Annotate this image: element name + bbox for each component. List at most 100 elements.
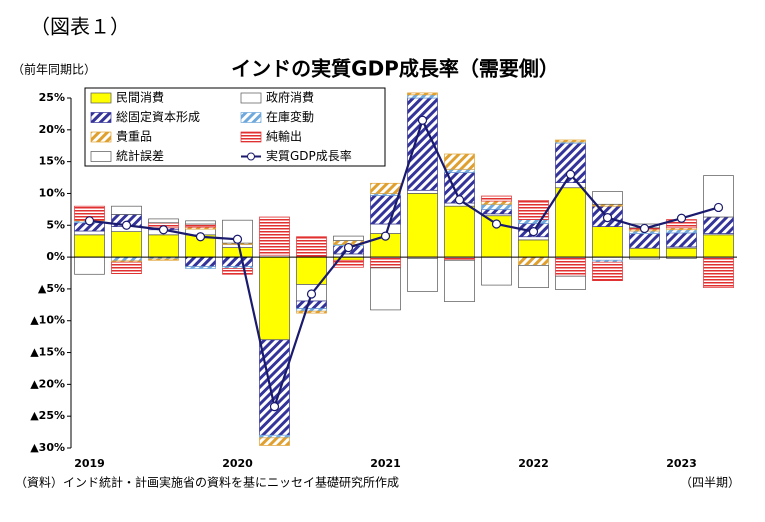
bar-segment (148, 218, 179, 224)
bar-segment (444, 168, 475, 173)
line (89, 117, 719, 411)
bar-segment (222, 268, 253, 275)
bar-segment (444, 259, 475, 302)
bar-segment (259, 339, 290, 436)
bar-segment (111, 205, 142, 215)
bar-segment (222, 256, 253, 267)
bar-segment (481, 209, 512, 215)
legend-label: 貴重品 (116, 130, 152, 144)
bar-segment (407, 94, 438, 99)
bar-segment (444, 153, 475, 170)
y-tick-label: ▲10% (30, 314, 65, 327)
bar-segment (222, 244, 253, 248)
y-tick-label: 10% (39, 186, 65, 199)
line-point (602, 213, 613, 223)
y-axis-label: （前年同期比） (12, 62, 96, 77)
bar-segment (185, 256, 216, 267)
legend-swatch (90, 151, 112, 162)
legend-swatch (247, 152, 255, 161)
y-tick-label: 0% (46, 250, 65, 263)
bar-segment (592, 261, 623, 281)
line-point (343, 242, 354, 253)
bar-segment (444, 205, 475, 258)
figure-label: （図表１） (30, 15, 130, 39)
line-point (121, 220, 132, 230)
bar-segment (74, 256, 105, 275)
y-tick-label: ▲25% (30, 409, 65, 422)
x-tick-label: 2022 (518, 457, 549, 470)
bar-segment (74, 234, 105, 258)
y-tick-label: 5% (46, 218, 65, 231)
legend-swatch (240, 131, 262, 143)
bar-segment (148, 258, 179, 261)
legend-label: 民間消費 (116, 90, 164, 105)
y-tick-label: ▲30% (30, 441, 65, 454)
bar-segment (222, 247, 253, 258)
bar-segment (481, 203, 512, 210)
bar-segment (407, 189, 438, 194)
bar-segment (296, 236, 327, 258)
bar-segment (370, 195, 401, 225)
bar-segment (518, 239, 549, 258)
bar-segment (629, 233, 660, 249)
bar-segment (259, 437, 290, 446)
bar-segment (296, 310, 327, 314)
bar-segment (666, 247, 697, 258)
line-point (306, 289, 317, 299)
legend-swatch (240, 92, 262, 104)
bar-segment (185, 266, 216, 269)
legend-swatch (90, 112, 112, 123)
y-tick-label: 25% (39, 91, 65, 104)
line-point (491, 219, 502, 229)
bar-segment (407, 258, 438, 292)
bar-segment (703, 256, 734, 288)
line-point (713, 202, 724, 213)
bar-segment (296, 300, 327, 309)
bar-segment (629, 247, 660, 258)
bar-segment (296, 308, 327, 312)
bar-segment (481, 256, 512, 286)
legend-swatch (90, 92, 112, 104)
bar-segment (407, 92, 438, 96)
line-point (528, 227, 539, 237)
line-point (195, 232, 206, 242)
bar-segment (703, 234, 734, 258)
line-point (84, 216, 95, 226)
line-point (158, 225, 169, 235)
bar-segment (333, 259, 364, 268)
bar-segment (370, 182, 401, 194)
bar-segment (370, 267, 401, 311)
bar-segment (185, 223, 216, 228)
legend-label: 実質GDP成長率 (266, 148, 352, 163)
bars (74, 92, 734, 446)
line-point (639, 223, 650, 234)
bar-segment (555, 187, 586, 258)
legend-label: 総固定資本形成 (116, 109, 200, 124)
y-tick-label: ▲20% (30, 377, 65, 390)
bar-segment (259, 256, 290, 341)
bar-segment (555, 256, 586, 277)
bar-segment (518, 219, 549, 224)
x-tick-label: 2021 (370, 457, 401, 470)
y-tick-label: ▲5% (38, 282, 65, 295)
bar-segment (111, 231, 142, 258)
y-tick-label: 20% (39, 123, 65, 136)
bar-segment (481, 195, 512, 202)
y-tick-label: 15% (39, 155, 65, 168)
bar-segment (518, 265, 549, 288)
line-point (565, 169, 576, 179)
bar-segment (111, 256, 142, 262)
line-point (454, 195, 465, 205)
x-axis-label: （四半期） (680, 476, 740, 490)
legend-swatch (90, 131, 112, 143)
chart-title: インドの実質GDP成長率（需要側） (231, 57, 559, 81)
legend-label: 在庫変動 (266, 109, 314, 124)
bar-segment (555, 139, 586, 143)
bar-segment (666, 229, 697, 234)
line-point (417, 115, 428, 125)
line-point (232, 234, 243, 244)
x-tick-label: 2020 (222, 457, 253, 470)
line-point (269, 402, 280, 412)
bar-segment (481, 200, 512, 205)
